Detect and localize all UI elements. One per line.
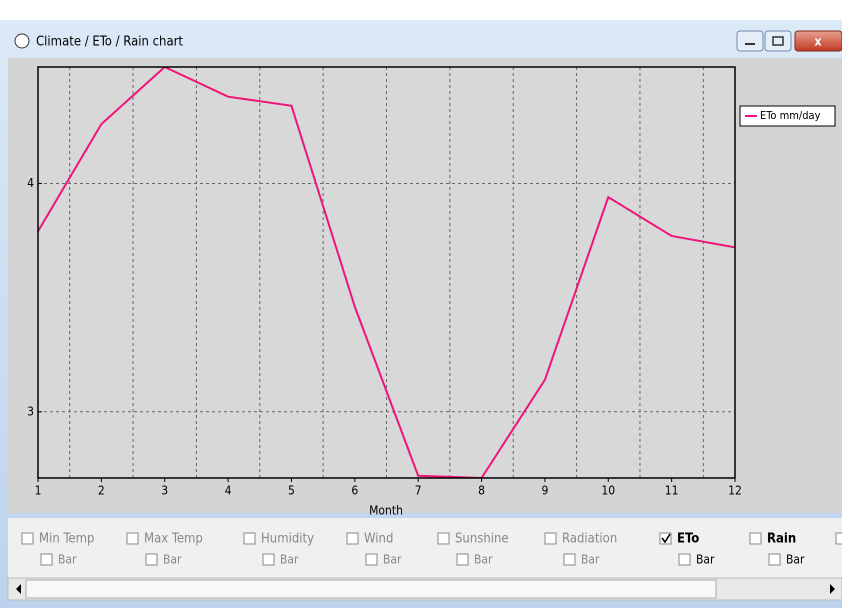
x-tick-label: 2 [98,484,105,498]
checkbox[interactable] [21,532,34,545]
window-title: Climate / ETo / Rain chart [36,35,183,50]
x-tick-label: 12 [728,484,742,498]
x-axis-label: Month [369,504,403,518]
bar-label[interactable]: Bar [58,553,77,567]
maximize-icon [772,36,784,46]
bar-checkbox[interactable] [563,553,576,566]
y-tick-label: 4 [27,176,34,190]
bar-checkbox[interactable] [678,553,691,566]
bar-label[interactable]: Bar [696,553,715,567]
x-tick-label: 4 [225,484,232,498]
controls-panel [8,518,842,578]
x-tick-label: 5 [288,484,295,498]
checkbox[interactable] [544,532,557,545]
checkbox-label[interactable]: Humidity [261,532,314,547]
bar-label[interactable]: Bar [581,553,600,567]
scroll-right[interactable] [830,584,835,594]
x-tick-label: 10 [601,484,615,498]
bar-checkbox[interactable] [145,553,158,566]
legend-box [739,105,836,127]
bar-label[interactable]: Bar [474,553,493,567]
data-line [38,67,735,478]
minimize-button[interactable] [736,30,764,52]
y-tick-label: 3 [27,404,34,418]
checkbox-label[interactable]: Min Temp [39,532,94,547]
checkbox-label[interactable]: ETo [677,532,699,547]
plot-border [37,66,736,479]
x-tick-label: 11 [665,484,679,498]
checkbox[interactable] [749,532,762,545]
checkbox[interactable] [659,532,672,545]
legend-label: ETo mm/day [760,109,821,122]
controls: Min Temp Bar Max Temp Bar Humidity Bar Wind Bar… [21,532,842,567]
checkbox[interactable] [437,532,450,545]
x-tick-label: 6 [351,484,358,498]
checkbox-label[interactable]: Rain [767,532,796,547]
checkbox[interactable] [243,532,256,545]
scroll-thumb[interactable] [25,579,717,599]
checkbox-partial[interactable] [835,532,842,545]
checkbox[interactable] [346,532,359,545]
bar-label[interactable]: Bar [786,553,805,567]
checkbox-label[interactable]: Sunshine [455,532,509,547]
bar-label[interactable]: Bar [280,553,299,567]
close-button[interactable] [794,30,842,52]
checkbox-label[interactable]: Max Temp [144,532,203,547]
maximize-button[interactable] [764,30,792,52]
checkbox-check [661,533,671,544]
close-icon: x [815,35,822,49]
bar-checkbox[interactable] [365,553,378,566]
checkbox-label[interactable]: Radiation [562,532,617,547]
bar-checkbox[interactable] [456,553,469,566]
x-tick-label: 8 [478,484,485,498]
x-tick-label: 7 [415,484,422,498]
bar-checkbox[interactable] [768,553,781,566]
x-tick-label: 9 [541,484,548,498]
x-tick-label: 1 [35,484,42,498]
bar-checkbox[interactable] [40,553,53,566]
app-icon [14,33,30,49]
checkbox[interactable] [126,532,139,545]
scroll-left[interactable] [16,584,21,594]
checkbox-label[interactable]: Wind [364,532,393,547]
bar-label[interactable]: Bar [383,553,402,567]
bar-checkbox[interactable] [262,553,275,566]
x-tick-label: 3 [161,484,168,498]
bar-label[interactable]: Bar [163,553,182,567]
